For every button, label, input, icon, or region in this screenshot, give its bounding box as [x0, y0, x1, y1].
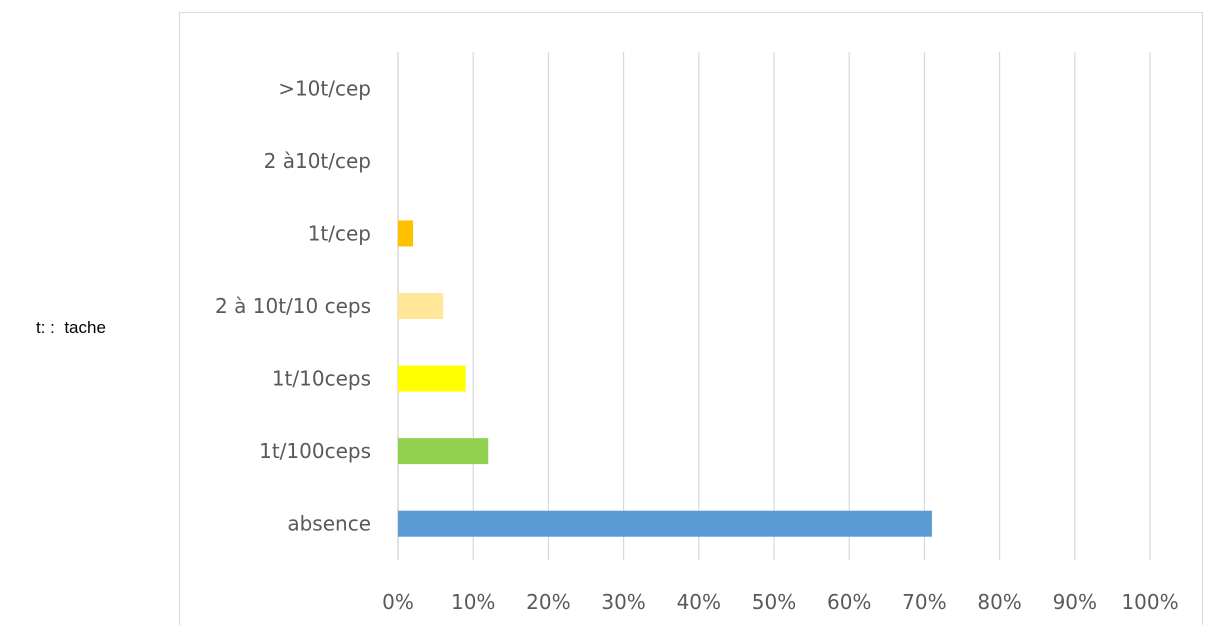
bar-3 — [398, 293, 444, 319]
bar-0 — [398, 510, 932, 537]
category-label: 2 à 10t/10 ceps — [215, 294, 371, 318]
x-tick-label: 30% — [601, 590, 645, 614]
x-tick-label: 50% — [752, 590, 796, 614]
x-tick-label: 70% — [902, 590, 946, 614]
x-tick-label: 90% — [1053, 590, 1097, 614]
chart-frame — [179, 12, 1203, 625]
category-label: >10t/cep — [278, 76, 371, 100]
x-tick-labels: 0% 10% 20% 30% 40% 50% 60% 70% 80% 90% 100% — [382, 590, 1178, 614]
x-tick-label: 100% — [1121, 590, 1178, 614]
bar-4 — [398, 220, 414, 247]
category-label: 1t/cep — [308, 221, 371, 245]
bar-1 — [398, 438, 489, 465]
x-tick-label: 10% — [451, 590, 495, 614]
category-label: 1t/10ceps — [272, 367, 371, 391]
category-label: 1t/100ceps — [259, 439, 371, 463]
x-tick-label: 60% — [827, 590, 871, 614]
bar-2 — [398, 365, 466, 392]
x-tick-label: 20% — [526, 590, 570, 614]
side-note: t: : tache — [36, 318, 106, 337]
category-label: 2 à10t/cep — [264, 149, 371, 173]
category-labels: absence 1t/100ceps 1t/10ceps 2 à 10t/10 cep… — [215, 76, 371, 535]
category-label: absence — [287, 512, 371, 536]
bars — [398, 220, 932, 537]
x-tick-label: 80% — [977, 590, 1021, 614]
gridlines — [397, 52, 1151, 560]
x-tick-label: 40% — [677, 590, 721, 614]
x-tick-label: 0% — [382, 590, 414, 614]
